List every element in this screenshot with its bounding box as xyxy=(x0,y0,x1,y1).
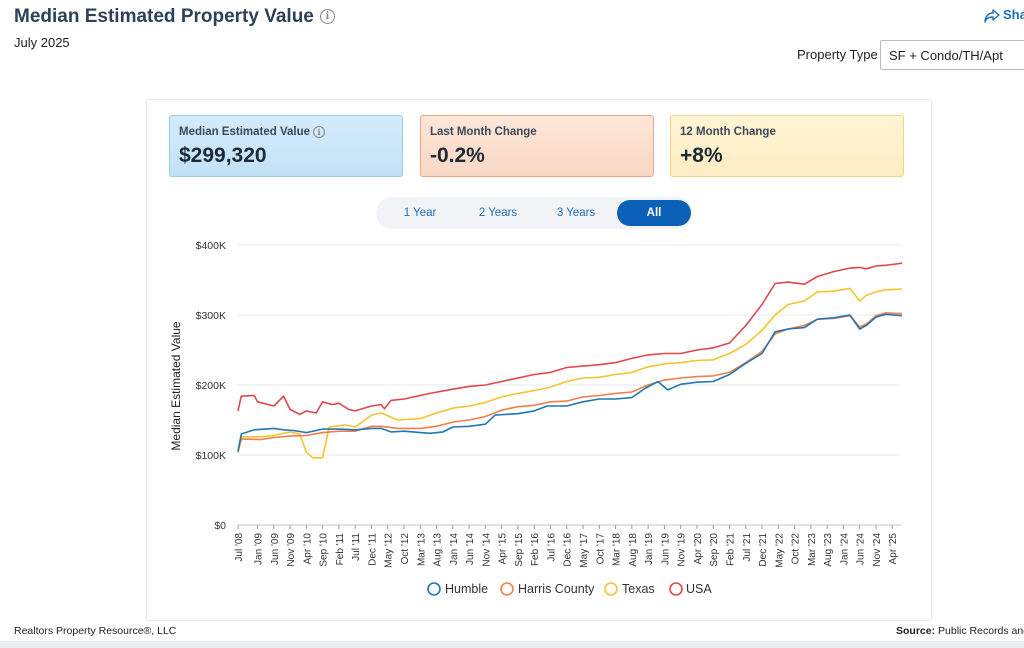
page-title-text: Median Estimated Property Value xyxy=(14,6,314,27)
bottom-bar xyxy=(0,641,1024,648)
tab-1-year[interactable]: 1 Year xyxy=(403,207,437,219)
share-button[interactable]: Sha xyxy=(984,7,1024,23)
footer-source: Source: Public Records and xyxy=(896,625,1024,637)
info-icon[interactable]: i xyxy=(313,126,326,138)
card-label: Last Month Change xyxy=(430,126,537,138)
tab-2-years[interactable]: 2 Years xyxy=(478,207,518,219)
card-value: -0.2% xyxy=(430,144,485,167)
footer-copyright: Realtors Property Resource®, LLC xyxy=(14,625,177,637)
twelve-month-change-card: 12 Month Change +8% xyxy=(670,115,904,177)
property-type-label: Property Type xyxy=(797,47,878,62)
source-text: Public Records and xyxy=(935,625,1024,637)
card-label: Median Estimated Value i xyxy=(179,126,393,138)
median-value-card: Median Estimated Value i $299,320 xyxy=(169,115,403,177)
page-subtitle: July 2025 xyxy=(14,35,70,50)
property-type-select[interactable]: SF + Condo/TH/Apt xyxy=(880,40,1024,70)
last-month-change-card: Last Month Change -0.2% xyxy=(420,115,654,177)
card-label: 12 Month Change xyxy=(680,126,776,138)
page-title: Median Estimated Property Value i xyxy=(14,6,335,28)
card-value: $299,320 xyxy=(179,144,267,168)
share-label: Sha xyxy=(1003,7,1024,22)
card-value: +8% xyxy=(680,144,723,167)
source-label: Source: xyxy=(896,625,936,637)
tab-3-years[interactable]: 3 Years xyxy=(556,207,596,219)
range-tabs: 1 Year 2 Years 3 Years All xyxy=(376,197,692,229)
chart-panel xyxy=(146,99,932,621)
share-icon xyxy=(984,8,1000,23)
info-icon[interactable]: i xyxy=(319,9,335,25)
tab-all[interactable]: All xyxy=(617,200,691,226)
card-label-text: Median Estimated Value xyxy=(179,126,311,139)
